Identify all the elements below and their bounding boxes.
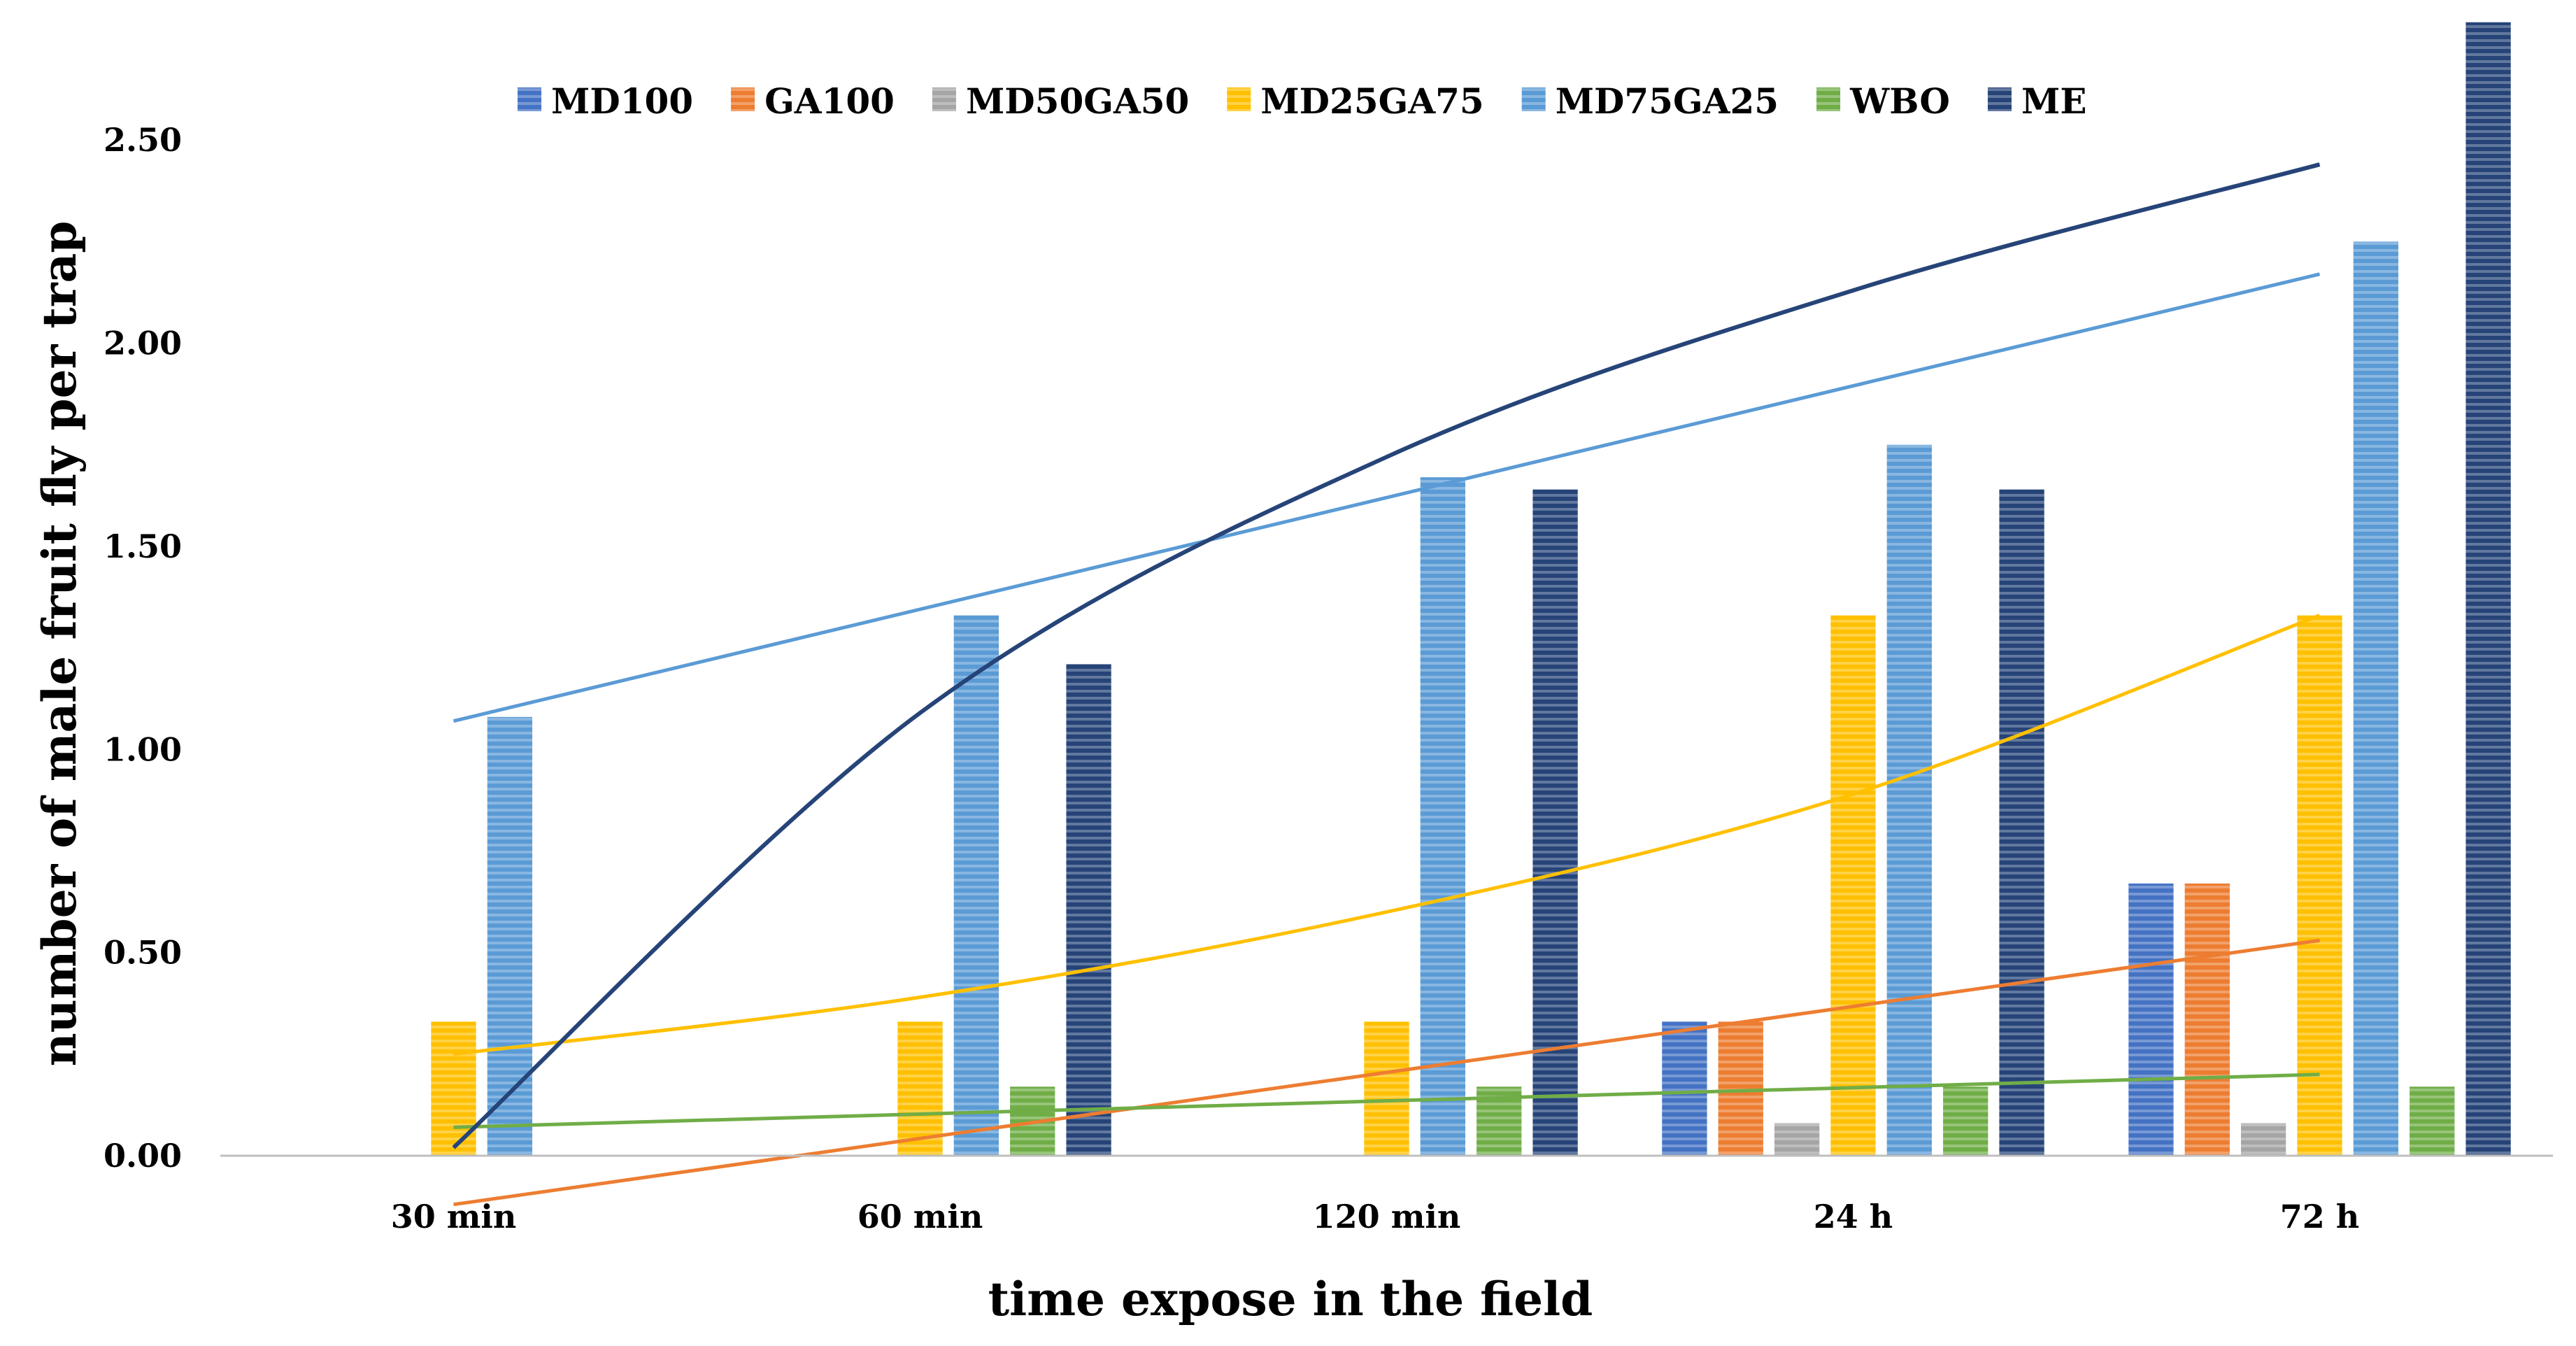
- legend-item-MD75GA25: MD75GA25: [1521, 80, 1779, 122]
- x-tick-label: 72 h: [2280, 1198, 2359, 1235]
- bar-MD50GA50-72h: [2240, 1123, 2286, 1156]
- bar-MD25GA75-30min: [431, 1021, 476, 1156]
- bar-ME-24h: [1999, 489, 2044, 1156]
- trendline-ME: [452, 162, 2321, 1149]
- bar-MD25GA75-72h: [2297, 615, 2342, 1156]
- bar-MD75GA25-24h: [1886, 444, 1933, 1156]
- x-tick-label: 60 min: [858, 1198, 983, 1235]
- legend-label: MD100: [551, 80, 693, 122]
- legend-item-MD50GA50: MD50GA50: [932, 80, 1189, 122]
- trendlines-layer: [452, 162, 2321, 1207]
- x-tick-label: 24 h: [1814, 1198, 1893, 1235]
- bar-MD75GA25-120min: [1420, 477, 1466, 1156]
- legend-label: MD50GA50: [966, 80, 1189, 122]
- bar-ME-120min: [1532, 489, 1578, 1156]
- legend-item-WBO: WBO: [1816, 80, 1950, 122]
- trendline-WBO: [453, 1072, 2320, 1129]
- bar-MD100-24h: [1662, 1021, 1707, 1156]
- y-tick-label: 0.00: [104, 1137, 182, 1175]
- bar-MD100-72h: [2128, 883, 2174, 1156]
- legend-item-MD25GA75: MD25GA75: [1227, 80, 1484, 122]
- bar-MD25GA75-120min: [1364, 1021, 1409, 1156]
- y-tick-label: 1.50: [104, 527, 182, 565]
- x-axis-ticks: 30 min 60 min 120 min 24 h 72 h: [391, 1198, 2360, 1235]
- trendline-MD25GA75: [453, 614, 2321, 1056]
- bar-MD75GA25-60min: [953, 615, 999, 1156]
- legend-label: MD75GA25: [1556, 80, 1779, 122]
- x-axis-title: time expose in the field: [988, 1272, 1593, 1326]
- legend-item-ME: ME: [1987, 80, 2086, 122]
- bar-MD25GA75-24h: [1830, 615, 1876, 1156]
- legend-label: GA100: [764, 80, 895, 122]
- x-tick-label: 120 min: [1313, 1198, 1461, 1235]
- bars-layer: [431, 22, 2511, 1156]
- y-tick-label: 2.00: [104, 325, 182, 362]
- legend: MD100 GA100 MD50GA50 MD25GA75 MD75GA25 WBO ME: [518, 80, 2086, 122]
- legend-item-MD100: MD100: [518, 80, 693, 122]
- bar-MD75GA25-30min: [487, 716, 533, 1156]
- legend-label: WBO: [1849, 80, 1950, 122]
- y-axis-title: number of male fruit fly per trap: [32, 221, 87, 1067]
- bar-MD75GA25-72h: [2353, 241, 2399, 1156]
- y-axis-ticks: 0.00 0.50 1.00 1.50 2.00 2.50: [104, 121, 182, 1175]
- y-tick-label: 0.50: [104, 934, 182, 972]
- bar-WBO-24h: [1943, 1086, 1988, 1156]
- bar-MD25GA75-60min: [897, 1021, 943, 1156]
- bar-MD50GA50-24h: [1774, 1123, 1820, 1156]
- trendline-GA100: [453, 938, 2320, 1207]
- legend-item-GA100: GA100: [731, 80, 895, 122]
- legend-label: MD25GA75: [1260, 80, 1483, 122]
- bar-GA100-72h: [2184, 883, 2230, 1156]
- x-tick-label: 30 min: [391, 1198, 517, 1235]
- trendline-MD75GA25: [453, 272, 2321, 723]
- y-tick-label: 1.00: [104, 730, 182, 768]
- legend-label: ME: [2021, 80, 2086, 122]
- bar-WBO-72h: [2410, 1086, 2455, 1156]
- bar-ME-72h: [2465, 22, 2511, 1156]
- y-tick-label: 2.50: [104, 121, 182, 159]
- bar-ME-60min: [1066, 664, 1111, 1156]
